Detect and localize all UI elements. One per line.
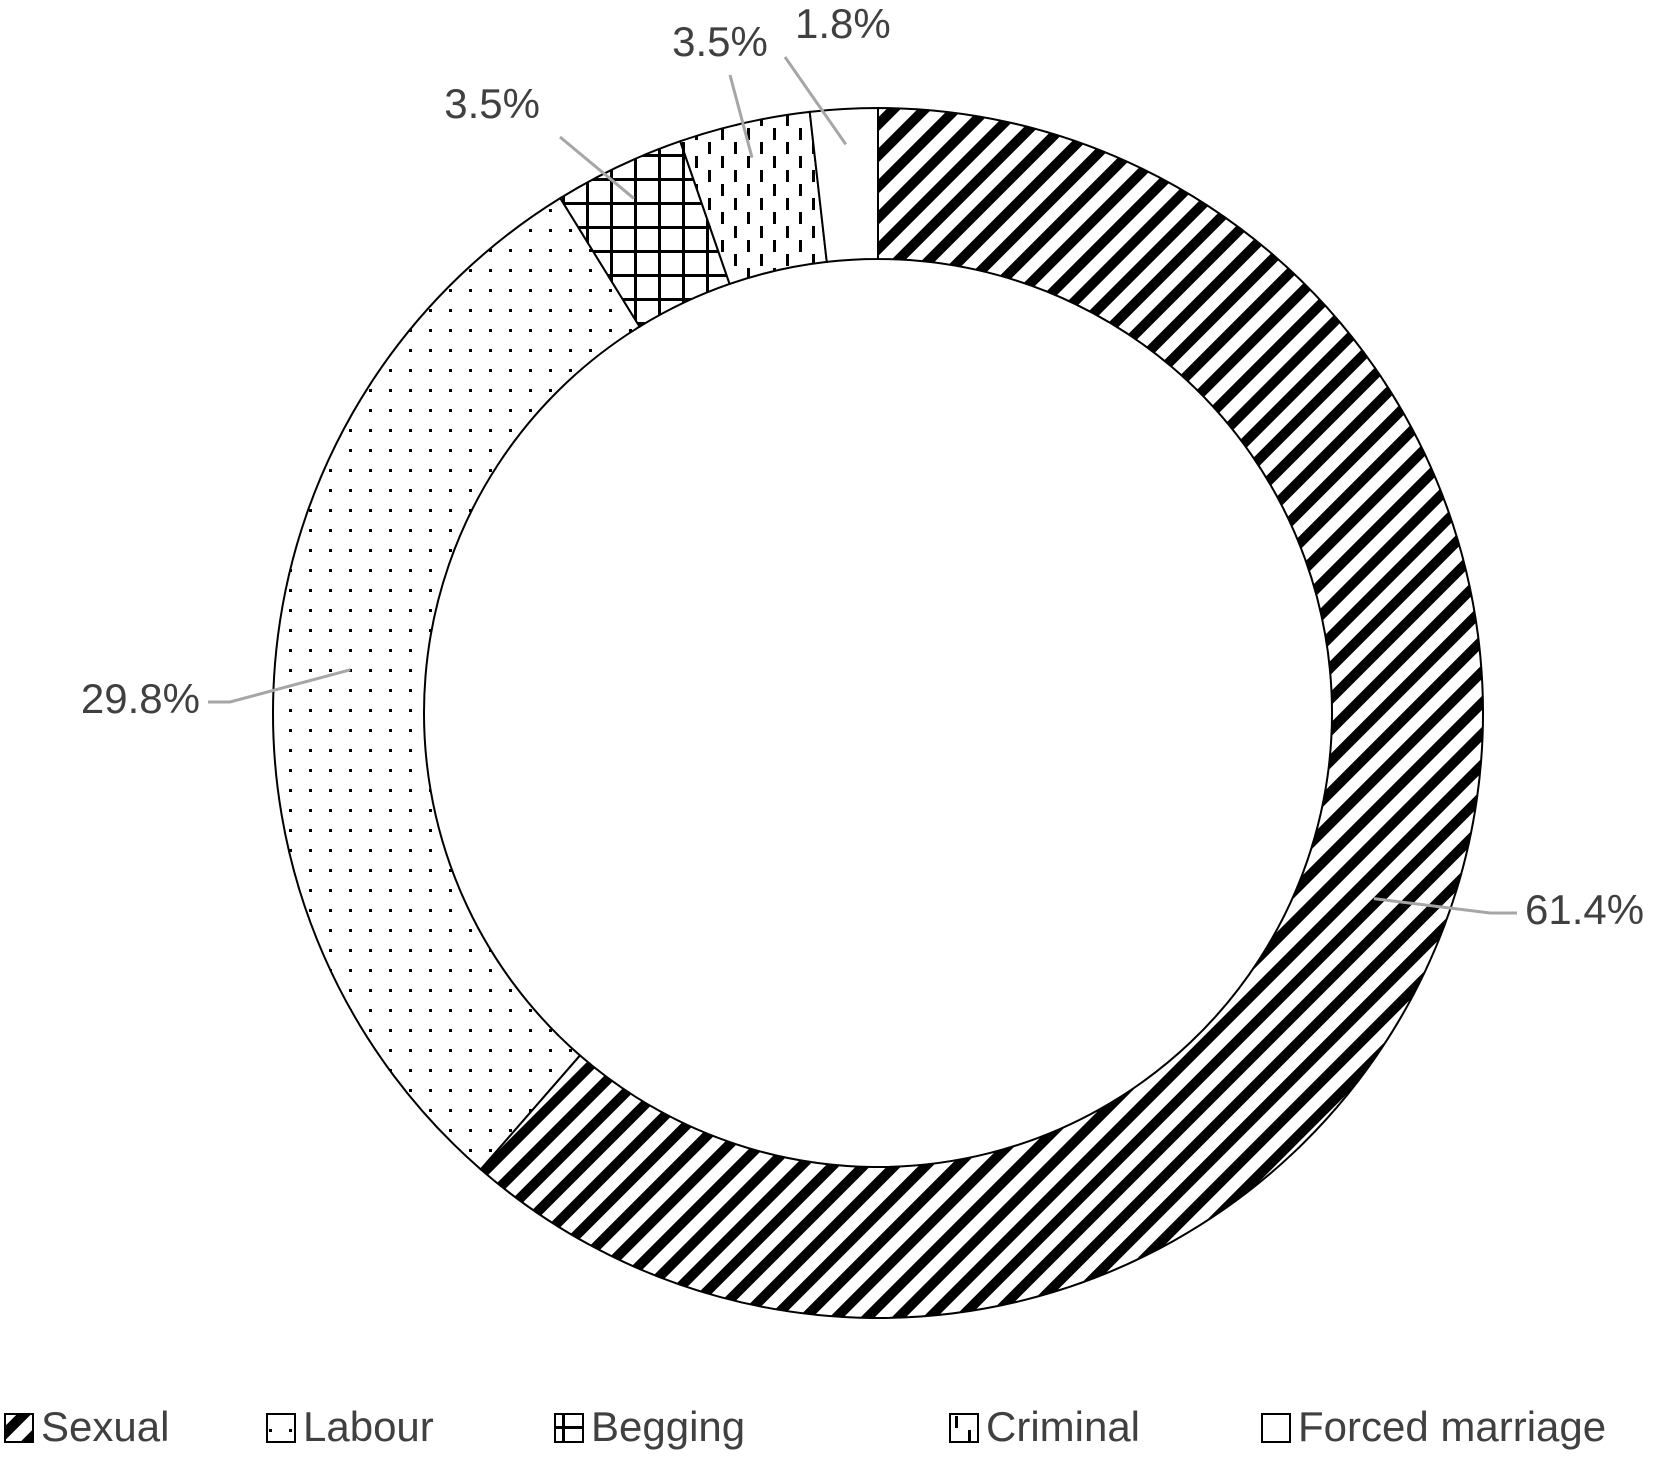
donut-slice [808,106,879,264]
value-label: 1.8% [795,0,891,47]
legend-label: Forced marriage [1298,1403,1606,1450]
legend-swatch [554,1413,584,1443]
legend-swatch [1261,1413,1291,1443]
legend-swatch [266,1413,296,1443]
leader-line [208,668,351,704]
donut [272,106,1484,1319]
value-label: 3.5% [672,18,768,65]
legend-label: Sexual [41,1403,169,1450]
leader-line [1373,897,1517,915]
legend-label: Criminal [986,1403,1140,1450]
value-labels: 61.4% 29.8% 3.5% 3.5% 1.8% [81,0,1644,933]
leader-line [559,135,635,200]
value-label: 29.8% [81,675,200,722]
value-label: 3.5% [444,80,540,127]
legend: Sexual Labour Begging Criminal Forced marria… [4,1403,1606,1450]
legend-swatch [4,1413,34,1443]
donut-slice [272,196,641,1171]
leader-line [783,56,848,146]
donut-slice [479,106,1484,1319]
leader-line [728,74,754,158]
value-label: 61.4% [1525,886,1644,933]
legend-label: Begging [591,1403,745,1450]
legend-swatch [949,1413,979,1443]
legend-label: Labour [303,1403,434,1450]
